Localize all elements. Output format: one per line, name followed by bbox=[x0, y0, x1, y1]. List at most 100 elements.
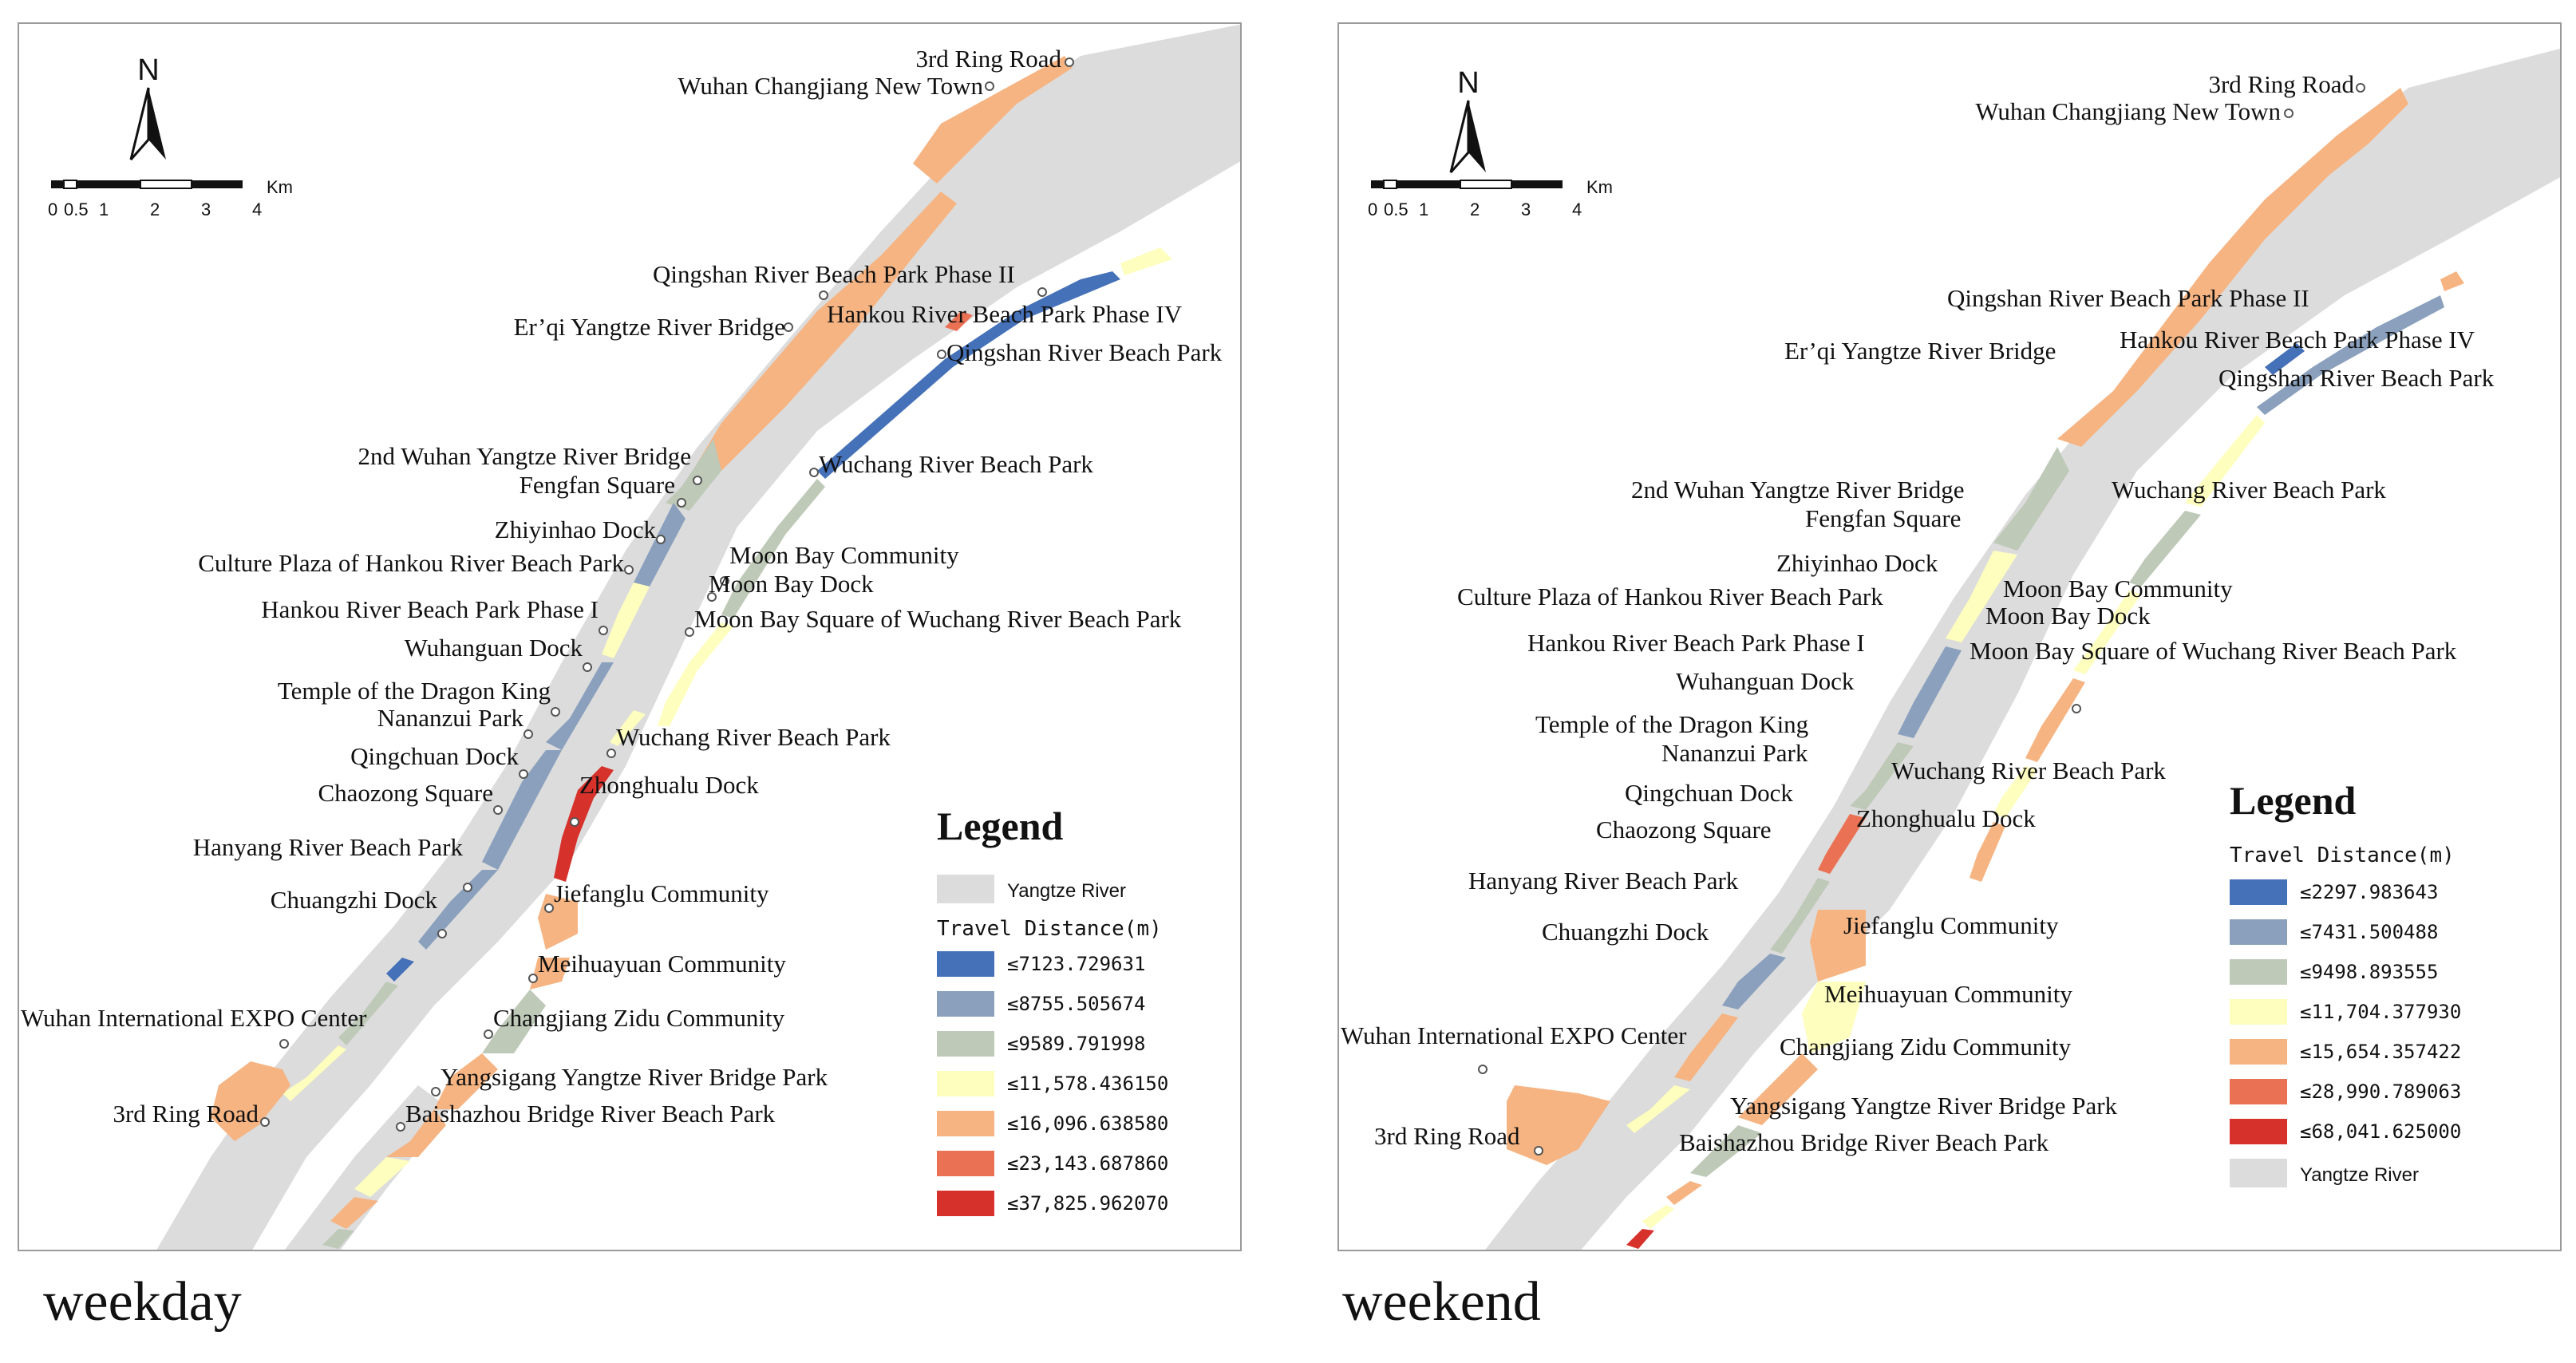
legend-item-3: ≤9498.893555 bbox=[2300, 961, 2438, 983]
place-label-qingshan-park: Qingshan River Beach Park bbox=[2218, 364, 2495, 392]
legend-item-5: ≤16,096.638580 bbox=[1007, 1112, 1168, 1135]
legend-item-1: ≤2297.983643 bbox=[2300, 881, 2438, 903]
place-label-chuangzhi-dock: Chuangzhi Dock bbox=[271, 886, 438, 914]
scale-tick-0-5: 0.5 bbox=[64, 200, 89, 219]
legend-subtitle: Travel Distance(m) bbox=[2230, 843, 2455, 867]
legend-swatch-4 bbox=[937, 1071, 994, 1096]
place-label-zhonghualu-dock: Zhonghualu Dock bbox=[579, 771, 759, 799]
scale-tick-2: 2 bbox=[150, 200, 160, 219]
place-label-3rd-ring-road-north: 3rd Ring Road bbox=[915, 45, 1061, 73]
place-label-yangsigang-bridge-park: Yangsigang Yangtze River Bridge Park bbox=[1730, 1092, 2118, 1120]
scale-bar: 0 0.5 1 2 3 4 Km bbox=[1368, 177, 1613, 219]
place-label-hanyang-park: Hanyang River Beach Park bbox=[1468, 867, 1739, 895]
place-label-meihuayuan-community: Meihuayuan Community bbox=[1824, 980, 2072, 1008]
place-label-meihuayuan-community: Meihuayuan Community bbox=[538, 950, 786, 978]
place-label-hankou-phase-iv: Hankou River Beach Park Phase IV bbox=[2120, 326, 2475, 354]
scale-tick-4: 4 bbox=[252, 200, 262, 219]
legend-item-6: ≤23,143.687860 bbox=[1007, 1152, 1168, 1175]
legend-swatch-3 bbox=[2230, 959, 2287, 985]
place-label-wuchang-park-north: Wuchang River Beach Park bbox=[2112, 476, 2386, 504]
scale-tick-0: 0 bbox=[1368, 200, 1377, 219]
legend-item-4: ≤11,704.377930 bbox=[2300, 1001, 2461, 1023]
place-label-wuchang-park-north: Wuchang River Beach Park bbox=[819, 450, 1093, 478]
place-label-baishazhou-park: Baishazhou Bridge River Beach Park bbox=[405, 1100, 776, 1128]
legend-item-7: ≤37,825.962070 bbox=[1007, 1192, 1168, 1215]
place-label-baishazhou-park: Baishazhou Bridge River Beach Park bbox=[1679, 1128, 2049, 1156]
legend-swatch-3 bbox=[937, 1031, 994, 1057]
yangtze-river bbox=[1485, 49, 2560, 1250]
legend-item-4: ≤11,578.436150 bbox=[1007, 1073, 1168, 1095]
north-arrow: N bbox=[1449, 66, 1486, 173]
legend-river-label: Yangtze River bbox=[1007, 880, 1126, 902]
place-label-chaozong-square: Chaozong Square bbox=[1596, 816, 1772, 843]
shore-segments bbox=[211, 56, 1172, 1249]
legend: Legend Travel Distance(m) ≤2297.983643 ≤… bbox=[2230, 778, 2461, 1187]
place-label-2nd-bridge: 2nd Wuhan Yangtze River Bridge bbox=[358, 442, 692, 470]
scale-unit: Km bbox=[1586, 177, 1613, 197]
place-labels: 3rd Ring Road Wuhan Changjiang New Town … bbox=[1341, 70, 2495, 1156]
place-label-3rd-ring-road-north: 3rd Ring Road bbox=[2208, 70, 2354, 98]
scale-tick-2: 2 bbox=[1470, 200, 1480, 219]
shore-segments bbox=[1507, 88, 2464, 1249]
place-label-nananzui-park: Nananzui Park bbox=[1661, 739, 1808, 767]
scale-tick-4: 4 bbox=[1572, 200, 1582, 219]
place-label-jiefanglu-community: Jiefanglu Community bbox=[1843, 911, 2059, 939]
place-label-erqi-bridge: Er’qi Yangtze River Bridge bbox=[514, 313, 785, 341]
place-label-hanyang-park: Hanyang River Beach Park bbox=[193, 833, 464, 861]
legend-item-2: ≤7431.500488 bbox=[2300, 921, 2438, 943]
place-label-qingshan-phase-ii: Qingshan River Beach Park Phase II bbox=[653, 260, 1015, 288]
caption-weekday: weekday bbox=[43, 1271, 242, 1333]
place-label-culture-plaza: Culture Plaza of Hankou River Beach Park bbox=[1457, 583, 1883, 610]
place-label-chaozong-square: Chaozong Square bbox=[318, 779, 493, 807]
place-label-fengfan-square: Fengfan Square bbox=[520, 471, 675, 499]
place-label-wuchang-park-south: Wuchang River Beach Park bbox=[1891, 757, 2166, 784]
legend-title: Legend bbox=[2230, 778, 2357, 823]
place-label-dragon-king-temple: Temple of the Dragon King bbox=[1535, 710, 1808, 738]
legend-swatch-2 bbox=[2230, 919, 2287, 945]
scale-tick-1: 1 bbox=[1419, 200, 1428, 219]
legend: Legend Yangtze River Travel Distance(m) … bbox=[937, 804, 1168, 1216]
legend-swatch-7 bbox=[937, 1191, 994, 1216]
place-label-zhiyinhao-dock: Zhiyinhao Dock bbox=[495, 516, 657, 543]
place-label-jiefanglu-community: Jiefanglu Community bbox=[554, 879, 769, 907]
place-label-yangsigang-bridge-park: Yangsigang Yangtze River Bridge Park bbox=[441, 1063, 828, 1091]
legend-swatch-4 bbox=[2230, 999, 2287, 1025]
place-label-2nd-bridge: 2nd Wuhan Yangtze River Bridge bbox=[1631, 476, 1965, 504]
place-label-qingshan-park: Qingshan River Beach Park bbox=[946, 338, 1223, 366]
place-label-3rd-ring-road-south: 3rd Ring Road bbox=[113, 1100, 259, 1128]
place-label-dragon-king-temple: Temple of the Dragon King bbox=[278, 677, 551, 705]
legend-item-6: ≤28,990.789063 bbox=[2300, 1081, 2461, 1103]
place-label-zhonghualu-dock: Zhonghualu Dock bbox=[1856, 804, 2036, 832]
legend-swatch-1 bbox=[2230, 879, 2287, 905]
legend-river-label: Yangtze River bbox=[2300, 1164, 2419, 1186]
scale-tick-0-5: 0.5 bbox=[1384, 200, 1409, 219]
scale-tick-3: 3 bbox=[1521, 200, 1531, 219]
north-label: N bbox=[137, 53, 159, 87]
place-label-wuhan-changjiang-new-town: Wuhan Changjiang New Town bbox=[678, 72, 983, 100]
place-markers bbox=[260, 57, 1074, 1132]
place-label-nananzui-park: Nananzui Park bbox=[377, 704, 524, 732]
place-label-erqi-bridge: Er’qi Yangtze River Bridge bbox=[1784, 337, 2056, 365]
legend-subtitle: Travel Distance(m) bbox=[937, 917, 1162, 941]
place-label-wuhanguan-dock: Wuhanguan Dock bbox=[405, 634, 583, 662]
place-label-qingchuan-dock: Qingchuan Dock bbox=[1625, 779, 1793, 807]
place-label-hankou-phase-i: Hankou River Beach Park Phase I bbox=[1527, 629, 1865, 657]
place-label-expo-center: Wuhan International EXPO Center bbox=[21, 1004, 367, 1032]
legend-item-1: ≤7123.729631 bbox=[1007, 953, 1145, 975]
place-label-moon-bay-community: Moon Bay Community bbox=[2003, 575, 2233, 602]
place-label-fengfan-square: Fengfan Square bbox=[1805, 504, 1961, 532]
scale-tick-0: 0 bbox=[48, 200, 57, 219]
scale-tick-1: 1 bbox=[99, 200, 109, 219]
legend-item-7: ≤68,041.625000 bbox=[2300, 1120, 2461, 1143]
north-label: N bbox=[1457, 66, 1479, 100]
place-label-3rd-ring-road-south: 3rd Ring Road bbox=[1374, 1122, 1520, 1150]
place-label-moon-bay-square: Moon Bay Square of Wuchang River Beach P… bbox=[1970, 637, 2457, 665]
place-label-moon-bay-dock: Moon Bay Dock bbox=[1985, 602, 2151, 630]
legend-swatch-5 bbox=[2230, 1039, 2287, 1065]
legend-item-3: ≤9589.791998 bbox=[1007, 1033, 1145, 1055]
place-label-moon-bay-community: Moon Bay Community bbox=[729, 541, 959, 569]
place-label-moon-bay-square: Moon Bay Square of Wuchang River Beach P… bbox=[694, 605, 1182, 633]
place-markers bbox=[1478, 83, 2365, 1156]
place-label-expo-center: Wuhan International EXPO Center bbox=[1341, 1021, 1687, 1049]
legend-swatch-6 bbox=[2230, 1079, 2287, 1104]
